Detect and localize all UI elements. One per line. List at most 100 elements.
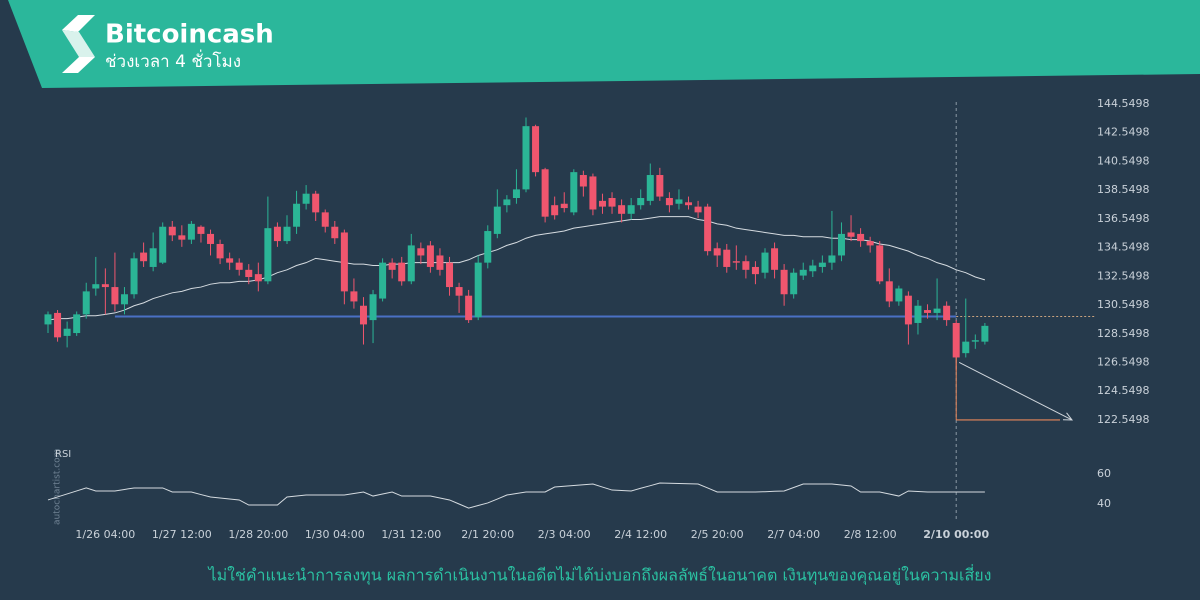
candle-body [264, 228, 272, 282]
candle-body [493, 206, 501, 234]
candle-body [159, 226, 167, 263]
x-tick-label: 1/31 12:00 [381, 528, 441, 541]
candle-body [140, 252, 148, 262]
candle-body [417, 248, 425, 256]
candle-body [713, 248, 721, 256]
candle-body [321, 212, 329, 227]
candle-body [943, 305, 951, 321]
disclaimer: ไม่ใช่คำแนะนำการลงทุน ผลการดำเนินงานในอด… [207, 564, 992, 586]
candle-body [44, 314, 52, 325]
candle-body [312, 193, 320, 213]
projection-arrow [958, 362, 1073, 421]
rsi-tick-label: 40 [1097, 497, 1111, 510]
y-tick-label: 136.5498 [1097, 212, 1150, 225]
candle-body [924, 310, 932, 313]
candle-body [54, 312, 62, 338]
candle-body [675, 199, 683, 204]
logo [62, 15, 95, 32]
candle-body [656, 175, 664, 197]
candle-body [742, 261, 750, 270]
header-banner [8, 0, 1200, 88]
candle-body [780, 269, 788, 295]
y-tick-label: 142.5498 [1097, 126, 1150, 139]
moving-average [47, 216, 986, 321]
candle-body [704, 206, 712, 252]
candle-body [771, 248, 779, 270]
x-tick-label: 2/8 12:00 [844, 528, 897, 541]
candle-body [474, 262, 482, 318]
candle-body [981, 325, 989, 342]
rsi-line [47, 482, 985, 509]
candle-body [579, 175, 587, 187]
candle-body [302, 193, 310, 204]
candle-body [895, 288, 903, 302]
y-tick-label: 126.5498 [1097, 355, 1150, 368]
candle-body [522, 126, 530, 190]
rsi-label: RSI [55, 449, 71, 460]
candle-body [426, 245, 434, 267]
candle-body [235, 262, 243, 270]
candle-body [350, 291, 358, 302]
candle-body [761, 252, 769, 273]
y-tick-label: 122.5498 [1097, 413, 1150, 426]
candle-body [876, 245, 884, 282]
title: Bitcoincash [105, 20, 274, 50]
candle-body [532, 126, 540, 173]
candle-body [799, 269, 807, 276]
candle-body [82, 291, 90, 315]
candle-body [178, 235, 186, 240]
candle-body [589, 176, 597, 210]
candle-body [818, 262, 826, 267]
x-tick-label: 1/27 12:00 [152, 528, 212, 541]
candle-body [837, 233, 845, 256]
candle-body [92, 284, 100, 289]
x-tick-label: 1/26 04:00 [75, 528, 135, 541]
candle-body [369, 294, 377, 321]
y-tick-label: 140.5498 [1097, 154, 1150, 167]
candle-body [379, 262, 387, 299]
candle-body [598, 200, 606, 207]
candle-body [627, 205, 635, 214]
candle-body [723, 249, 731, 267]
x-tick-label: 1/28 20:00 [228, 528, 288, 541]
candle-body [512, 189, 520, 198]
candle-body [952, 322, 960, 358]
candle-body [809, 265, 817, 272]
candle-body [560, 203, 568, 209]
y-tick-label: 144.5498 [1097, 97, 1150, 110]
x-tick-label: 1/30 04:00 [305, 528, 365, 541]
candle-body [130, 258, 138, 295]
x-tick-label: 2/4 12:00 [614, 528, 667, 541]
candle-body [885, 281, 893, 302]
candle-body [245, 269, 253, 278]
candle-body [216, 243, 224, 259]
candle-body [551, 205, 559, 216]
candle-body [455, 287, 463, 296]
y-tick-label: 138.5498 [1097, 183, 1150, 196]
candle-body [293, 203, 301, 227]
candle-body [618, 205, 626, 214]
watermark: autochartist.com [53, 449, 63, 525]
candle-body [149, 248, 157, 267]
candle-body [407, 245, 415, 282]
y-tick-label: 124.5498 [1097, 384, 1150, 397]
candle-body [694, 206, 702, 213]
candle-body [857, 233, 865, 242]
candle-body [388, 262, 396, 270]
candle-body [971, 340, 979, 342]
x-tick-label: 2/3 04:00 [538, 528, 591, 541]
x-tick-label: 2/10 00:00 [923, 528, 989, 541]
candle-body [790, 272, 798, 295]
candle-body [63, 328, 71, 336]
logo [62, 30, 95, 57]
candle-body [340, 232, 348, 292]
candle-body [933, 308, 941, 313]
y-tick-label: 130.5498 [1097, 298, 1150, 311]
candle-body [484, 231, 492, 263]
subtitle: ช่วงเวลา 4 ชั่วโมง [105, 49, 241, 72]
candle-body [904, 295, 912, 325]
candle-body [962, 341, 970, 354]
candle-body [570, 172, 578, 213]
rsi-tick-label: 60 [1097, 467, 1111, 480]
candle-body [168, 226, 176, 236]
